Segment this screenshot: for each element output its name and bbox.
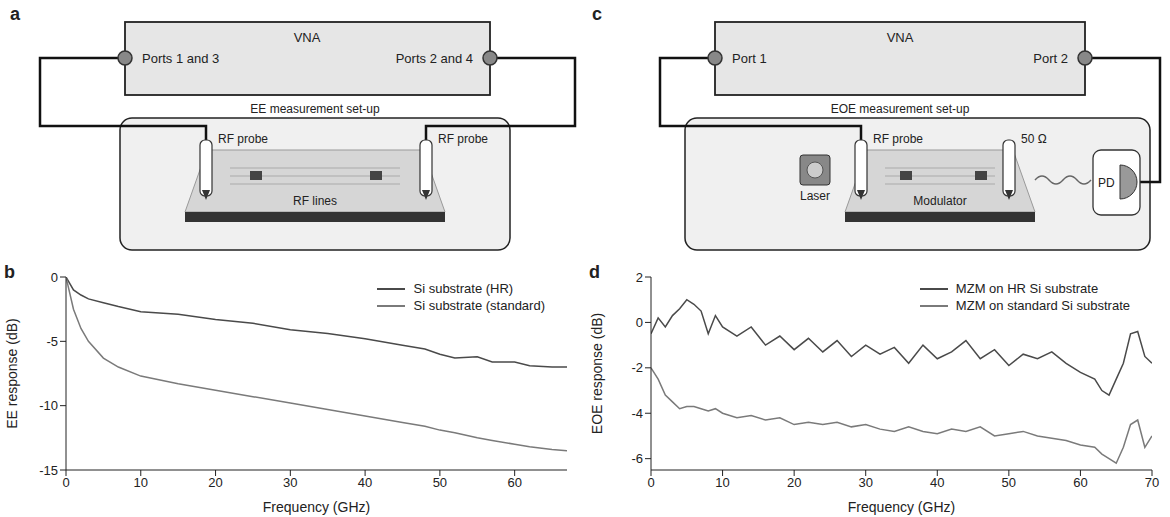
svg-text:EOE measurement set-up: EOE measurement set-up	[831, 102, 970, 116]
svg-text:0: 0	[647, 475, 654, 490]
svg-text:-4: -4	[631, 406, 643, 421]
html-text:Si substrate (HR): Si substrate (HR)	[413, 281, 514, 296]
svg-text:Laser: Laser	[800, 189, 830, 203]
svg-text:0: 0	[636, 315, 643, 330]
svg-text:60: 60	[507, 475, 521, 490]
svg-text:-10: -10	[39, 398, 58, 413]
html-text:d: d	[589, 262, 600, 282]
svg-text:Frequency (GHz): Frequency (GHz)	[263, 499, 370, 515]
svg-text:RF probe: RF probe	[438, 132, 488, 146]
svg-text:EOE response (dB): EOE response (dB)	[589, 313, 605, 434]
svg-text:a: a	[10, 4, 21, 24]
svg-text:VNA: VNA	[887, 30, 914, 45]
svg-text:RF probe: RF probe	[873, 132, 923, 146]
svg-text:50 Ω: 50 Ω	[1021, 132, 1047, 146]
svg-text:Port 1: Port 1	[732, 51, 767, 66]
svg-text:0: 0	[51, 270, 58, 285]
html-text:MZM on HR Si substrate: MZM on HR Si substrate	[955, 281, 1099, 296]
svg-text:30: 30	[283, 475, 297, 490]
svg-text:Ports 1 and 3: Ports 1 and 3	[142, 51, 219, 66]
svg-text:40: 40	[358, 475, 372, 490]
svg-text:20: 20	[208, 475, 222, 490]
svg-text:50: 50	[433, 475, 447, 490]
svg-text:EE measurement set-up: EE measurement set-up	[250, 102, 380, 116]
svg-text:40: 40	[930, 475, 944, 490]
svg-text:60: 60	[1073, 475, 1087, 490]
svg-text:70: 70	[1145, 475, 1159, 490]
svg-text:0: 0	[62, 475, 69, 490]
svg-text:Ports 2 and 4: Ports 2 and 4	[396, 51, 473, 66]
svg-text:VNA: VNA	[294, 30, 321, 45]
svg-text:RF lines: RF lines	[293, 194, 337, 208]
svg-text:-15: -15	[39, 463, 58, 478]
svg-text:20: 20	[787, 475, 801, 490]
svg-text:EE response (dB): EE response (dB)	[4, 318, 20, 429]
svg-text:PD: PD	[1098, 176, 1115, 190]
svg-text:c: c	[592, 4, 602, 24]
html-text:MZM on standard Si substrate: MZM on standard Si substrate	[955, 298, 1130, 313]
svg-text:-2: -2	[631, 360, 643, 375]
html-text:Si substrate (standard): Si substrate (standard)	[413, 298, 545, 313]
svg-text:2: 2	[636, 270, 643, 285]
svg-text:Frequency (GHz): Frequency (GHz)	[848, 499, 955, 515]
svg-text:10: 10	[134, 475, 148, 490]
html-text:b: b	[4, 262, 15, 282]
svg-text:Port 2: Port 2	[1033, 51, 1068, 66]
svg-text:RF probe: RF probe	[218, 132, 268, 146]
svg-text:Modulator: Modulator	[913, 194, 966, 208]
svg-text:10: 10	[715, 475, 729, 490]
svg-text:-6: -6	[631, 451, 643, 466]
svg-text:30: 30	[858, 475, 872, 490]
svg-text:50: 50	[1002, 475, 1016, 490]
svg-text:-5: -5	[46, 334, 58, 349]
